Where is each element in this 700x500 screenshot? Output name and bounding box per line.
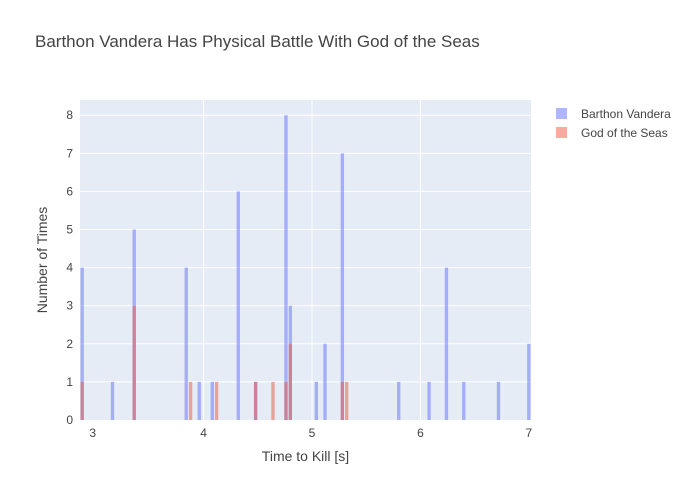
- y-tick-label: 5: [66, 223, 73, 237]
- bar-god-of-the-seas[interactable]: [271, 381, 275, 420]
- bar-god-of-the-seas[interactable]: [188, 381, 193, 420]
- grid-layer: [80, 100, 531, 420]
- bar-barthon-vandera[interactable]: [427, 381, 431, 420]
- bar-barthon-vandera[interactable]: [197, 381, 201, 420]
- bar-barthon-vandera[interactable]: [397, 381, 401, 420]
- bar-barthon-vandera[interactable]: [496, 381, 501, 420]
- bar-god-of-the-seas[interactable]: [132, 305, 136, 420]
- bar-god-of-the-seas[interactable]: [345, 381, 349, 420]
- bar-god-of-the-seas[interactable]: [214, 381, 219, 420]
- x-tick-label: 3: [89, 426, 96, 440]
- bar-barthon-vandera[interactable]: [444, 267, 449, 420]
- bars-layer: [80, 115, 531, 421]
- plot-background: [80, 100, 531, 420]
- bar-god-of-the-seas[interactable]: [288, 343, 292, 420]
- ticks-layer: 0 1 2 3 4 5 6 7 8 3 4 5 6 7: [66, 108, 532, 440]
- bar-barthon-vandera[interactable]: [184, 267, 188, 420]
- x-tick-label: 7: [525, 426, 532, 440]
- legend[interactable]: Barthon Vandera God of the Seas: [556, 107, 671, 140]
- bar-barthon-vandera[interactable]: [80, 267, 84, 420]
- legend-label-barthon-vandera: Barthon Vandera: [581, 107, 671, 121]
- y-tick-label: 6: [66, 184, 73, 198]
- bar-barthon-vandera[interactable]: [210, 381, 214, 420]
- y-tick-label: 4: [66, 261, 73, 275]
- bar-barthon-vandera[interactable]: [314, 381, 319, 420]
- bar-barthon-vandera[interactable]: [110, 381, 115, 420]
- bar-god-of-the-seas[interactable]: [284, 381, 288, 420]
- y-tick-label: 1: [66, 375, 73, 389]
- bar-god-of-the-seas[interactable]: [80, 381, 84, 420]
- legend-label-god-of-the-seas: God of the Seas: [581, 126, 668, 140]
- y-tick-label: 0: [66, 413, 73, 427]
- chart-title: Barthon Vandera Has Physical Battle With…: [35, 32, 480, 51]
- x-tick-label: 5: [309, 426, 316, 440]
- legend-swatch-barthon-vandera: [556, 108, 567, 119]
- bar-god-of-the-seas[interactable]: [340, 381, 345, 420]
- y-tick-label: 3: [66, 299, 73, 313]
- bar-barthon-vandera[interactable]: [340, 153, 345, 421]
- y-tick-label: 7: [66, 146, 73, 160]
- bar-barthon-vandera[interactable]: [323, 343, 327, 420]
- y-axis-title: Number of Times: [34, 207, 50, 314]
- legend-item-barthon-vandera[interactable]: Barthon Vandera: [556, 107, 671, 121]
- legend-swatch-god-of-the-seas: [556, 127, 567, 138]
- legend-item-god-of-the-seas[interactable]: God of the Seas: [556, 126, 668, 140]
- bar-barthon-vandera[interactable]: [462, 381, 466, 420]
- x-axis-title: Time to Kill [s]: [262, 448, 349, 464]
- bar-barthon-vandera[interactable]: [236, 191, 240, 420]
- bar-god-of-the-seas[interactable]: [253, 381, 258, 420]
- y-tick-label: 2: [66, 337, 73, 351]
- x-tick-label: 6: [417, 426, 424, 440]
- bar-barthon-vandera[interactable]: [527, 343, 531, 420]
- bar-barthon-vandera[interactable]: [284, 115, 288, 420]
- y-tick-label: 8: [66, 108, 73, 122]
- x-tick-label: 4: [200, 426, 207, 440]
